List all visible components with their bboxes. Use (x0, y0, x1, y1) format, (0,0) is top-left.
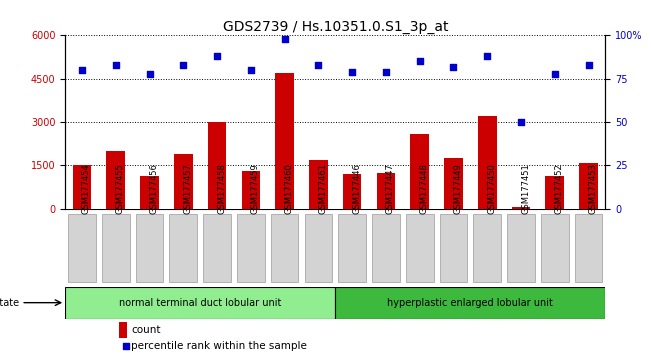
Text: count: count (131, 325, 161, 335)
Text: GSM177450: GSM177450 (487, 163, 496, 213)
Bar (579, 162, 598, 209)
Point (245, 67, 256, 73)
Text: GSM177451: GSM177451 (521, 163, 530, 213)
Text: GSM177457: GSM177457 (184, 162, 192, 213)
Text: GSM177459: GSM177459 (251, 163, 260, 213)
Text: normal terminal duct lobular unit: normal terminal duct lobular unit (119, 298, 281, 308)
FancyBboxPatch shape (169, 213, 197, 282)
Bar (73, 165, 91, 209)
Bar (546, 176, 564, 209)
Bar (377, 173, 395, 209)
Bar (410, 134, 429, 209)
Bar (478, 116, 497, 209)
Point (415, 58, 425, 64)
FancyBboxPatch shape (406, 213, 434, 282)
FancyBboxPatch shape (65, 287, 335, 319)
Text: GSM177456: GSM177456 (150, 162, 159, 213)
Point (77, 67, 87, 73)
Text: percentile rank within the sample: percentile rank within the sample (131, 341, 307, 351)
FancyBboxPatch shape (203, 213, 231, 282)
Bar (343, 174, 361, 209)
Bar (444, 158, 463, 209)
FancyBboxPatch shape (507, 213, 535, 282)
Text: disease state: disease state (0, 298, 20, 308)
Text: GSM177452: GSM177452 (555, 163, 564, 213)
Title: GDS2739 / Hs.10351.0.S1_3p_at: GDS2739 / Hs.10351.0.S1_3p_at (223, 21, 448, 34)
Bar (208, 121, 227, 209)
Point (549, 71, 560, 76)
FancyBboxPatch shape (473, 213, 501, 282)
Bar (107, 151, 125, 209)
FancyBboxPatch shape (439, 213, 467, 282)
Bar (242, 171, 260, 209)
Point (482, 53, 492, 59)
FancyBboxPatch shape (339, 213, 366, 282)
Text: GSM177454: GSM177454 (82, 163, 91, 213)
Bar (140, 176, 159, 209)
Text: hyperplastic enlarged lobular unit: hyperplastic enlarged lobular unit (387, 298, 553, 308)
FancyBboxPatch shape (575, 213, 602, 282)
FancyBboxPatch shape (102, 213, 130, 282)
FancyBboxPatch shape (541, 213, 568, 282)
Text: GSM177453: GSM177453 (589, 162, 598, 213)
Point (313, 62, 324, 68)
Text: GSM177458: GSM177458 (217, 162, 226, 213)
FancyBboxPatch shape (335, 287, 605, 319)
FancyBboxPatch shape (372, 213, 400, 282)
Bar (512, 207, 531, 209)
Bar (174, 154, 193, 209)
FancyBboxPatch shape (305, 213, 332, 282)
Point (583, 62, 594, 68)
Bar (119, 322, 127, 338)
Text: GSM177449: GSM177449 (454, 163, 462, 213)
Text: GSM177460: GSM177460 (284, 162, 294, 213)
Point (178, 62, 189, 68)
Point (516, 119, 526, 125)
FancyBboxPatch shape (68, 213, 96, 282)
Text: GSM177446: GSM177446 (352, 162, 361, 213)
Point (145, 71, 155, 76)
Point (212, 53, 222, 59)
Point (279, 36, 290, 42)
FancyBboxPatch shape (271, 213, 298, 282)
Bar (275, 73, 294, 209)
FancyBboxPatch shape (135, 213, 163, 282)
Point (449, 64, 459, 69)
Bar (309, 160, 327, 209)
FancyBboxPatch shape (237, 213, 265, 282)
Text: GSM177447: GSM177447 (386, 162, 395, 213)
Point (111, 62, 121, 68)
Text: GSM177455: GSM177455 (116, 163, 125, 213)
Point (121, 343, 132, 349)
Text: GSM177461: GSM177461 (318, 162, 327, 213)
Text: GSM177448: GSM177448 (420, 162, 429, 213)
Point (381, 69, 391, 75)
Point (347, 69, 357, 75)
